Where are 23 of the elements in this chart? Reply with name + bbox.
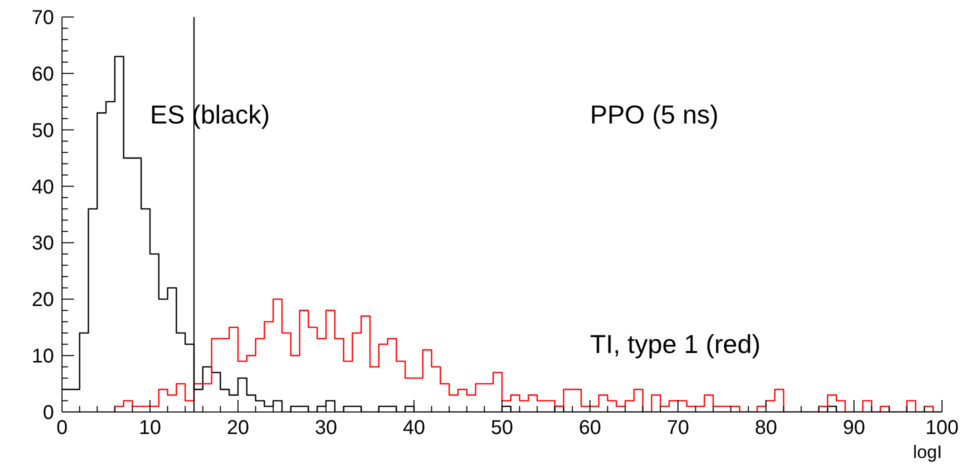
x-tick-label: 30 (314, 417, 338, 439)
y-tick-label: 10 (32, 346, 54, 368)
x-axis-title: logI (912, 442, 942, 462)
x-tick-label: 80 (754, 417, 778, 439)
y-tick-label: 30 (32, 232, 54, 255)
y-tick-label: 0 (42, 402, 54, 424)
x-tick-label: 70 (666, 417, 690, 439)
x-tick-label: 50 (490, 417, 514, 439)
y-tick-label: 70 (32, 7, 54, 29)
y-tick-label: 20 (32, 289, 54, 312)
annotation: PPO (5 ns) (590, 100, 719, 130)
x-tick-label: 10 (138, 417, 162, 439)
x-tick-label: 20 (226, 417, 250, 439)
annotation: TI, type 1 (red) (590, 328, 760, 359)
annotation: ES (black) (150, 100, 270, 130)
x-tick-label: 90 (842, 417, 866, 439)
y-tick-label: 60 (32, 63, 54, 86)
x-tick-label: 100 (925, 417, 959, 439)
y-tick-label: 50 (32, 120, 54, 142)
x-tick-label: 0 (56, 417, 68, 439)
y-tick-label: 40 (32, 176, 54, 198)
x-tick-label: 60 (578, 417, 602, 439)
x-tick-label: 40 (402, 417, 426, 439)
